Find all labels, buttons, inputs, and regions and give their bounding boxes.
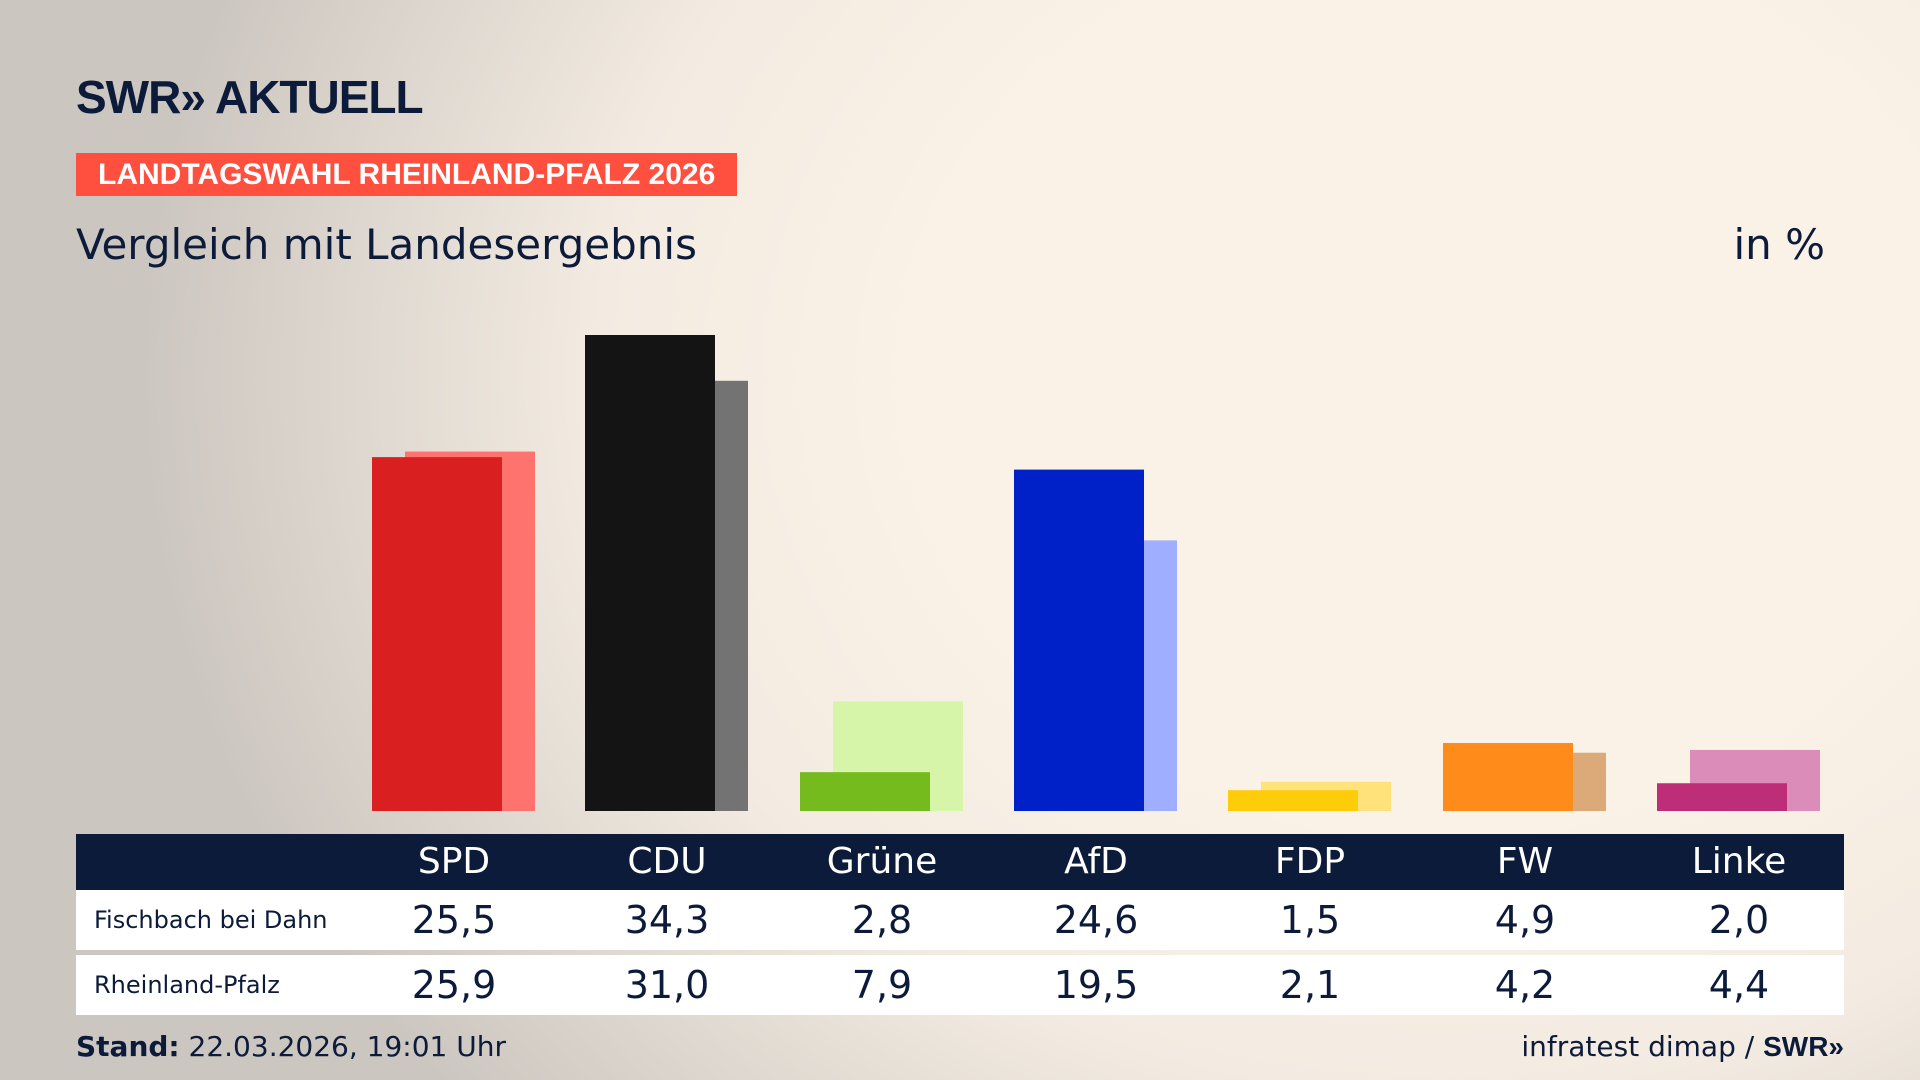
value-cell: 25,9 xyxy=(411,963,497,1007)
value-cell: 34,3 xyxy=(624,898,710,942)
value-cell: 2,1 xyxy=(1279,963,1341,1007)
bar-local-fw xyxy=(1443,743,1573,811)
value-cell: 31,0 xyxy=(624,963,710,1007)
column-header: FW xyxy=(1496,841,1554,882)
table-header: SPD CDU Grüne AfD FDP FW Linke xyxy=(76,834,1844,890)
chart-subtitle: Vergleich mit Landesergebnis xyxy=(76,220,697,269)
bar-local-grüne xyxy=(800,772,930,811)
value-cell: 24,6 xyxy=(1053,898,1139,942)
column-header: Grüne xyxy=(826,841,938,882)
bar-chart xyxy=(372,335,1820,811)
value-cell: 2,0 xyxy=(1708,898,1770,942)
bar-local-fdp xyxy=(1228,790,1358,811)
table-row: Fischbach bei Dahn 25,5 34,3 2,8 24,6 1,5 4,9… xyxy=(76,890,1844,950)
bar-local-spd xyxy=(372,457,502,811)
bar-local-linke xyxy=(1657,783,1787,811)
column-header: Linke xyxy=(1691,841,1787,882)
value-cell: 4,9 xyxy=(1494,898,1556,942)
swr-aktuell-logo: SWR» AKTUELL xyxy=(76,71,424,123)
value-cell: 19,5 xyxy=(1053,963,1139,1007)
election-banner: LANDTAGSWAHL RHEINLAND-PFALZ 2026 xyxy=(76,153,738,196)
swr-logo: SWR» xyxy=(1763,1031,1844,1062)
value-cell: 2,8 xyxy=(851,898,913,942)
table-row: Rheinland-Pfalz 25,9 31,0 7,9 19,5 2,1 4,2 4,4 xyxy=(76,955,1844,1015)
value-cell: 25,5 xyxy=(411,898,497,942)
column-header: FDP xyxy=(1274,841,1346,882)
unit-label: in % xyxy=(1733,220,1825,269)
value-cell: 1,5 xyxy=(1279,898,1341,942)
column-header: SPD xyxy=(417,841,491,882)
stand-label: Stand: xyxy=(76,1030,180,1063)
results-table: SPD CDU Grüne AfD FDP FW Linke Fischbach bei D… xyxy=(76,834,1844,1015)
source: infratest dimap / SWR» xyxy=(1521,1030,1844,1063)
column-header: CDU xyxy=(627,841,707,882)
value-cell: 4,2 xyxy=(1494,963,1556,1007)
bar-local-cdu xyxy=(585,335,715,811)
value-cell: 4,4 xyxy=(1708,963,1770,1007)
column-header: AfD xyxy=(1064,841,1128,882)
stand-value: 22.03.2026, 19:01 Uhr xyxy=(188,1030,506,1063)
bar-local-afd xyxy=(1014,469,1144,811)
row-label: Rheinland-Pfalz xyxy=(94,971,280,999)
source-text: infratest dimap / xyxy=(1521,1030,1764,1063)
value-cell: 7,9 xyxy=(851,963,913,1007)
row-label: Fischbach bei Dahn xyxy=(94,906,328,934)
timestamp: Stand: 22.03.2026, 19:01 Uhr xyxy=(76,1030,506,1063)
